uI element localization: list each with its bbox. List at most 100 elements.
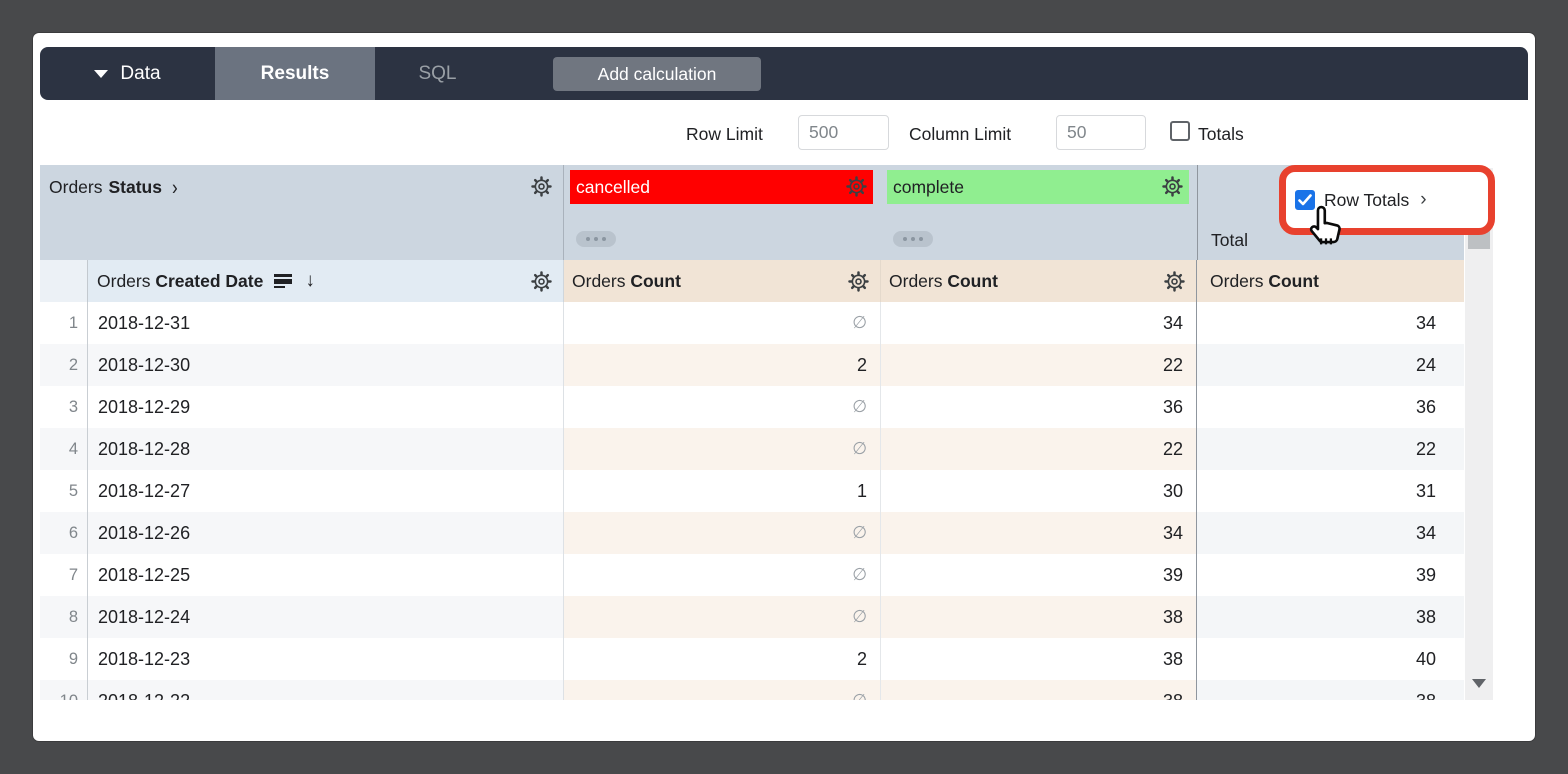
tab-results-label: Results bbox=[260, 62, 330, 84]
row-total-cell[interactable]: 40 bbox=[1415, 648, 1436, 669]
cancelled-count-cell[interactable]: ∅ bbox=[564, 596, 881, 638]
row-limit-input[interactable] bbox=[798, 115, 889, 150]
subtotal-bars-icon[interactable] bbox=[274, 274, 293, 288]
pivot-column-complete: complete bbox=[881, 165, 1197, 260]
created-date-cell[interactable]: 2018-12-25 bbox=[88, 554, 564, 596]
null-value-symbol: ∅ bbox=[852, 523, 867, 542]
row-number: 3 bbox=[40, 386, 88, 428]
row-total-cell[interactable]: 22 bbox=[1197, 428, 1464, 470]
cancelled-count-cell[interactable]: ∅ bbox=[564, 302, 881, 344]
column-limit-input[interactable] bbox=[1056, 115, 1146, 150]
created-date-cell[interactable]: 2018-12-29 bbox=[88, 386, 564, 428]
created-date-cell[interactable]: 2018-12-26 bbox=[88, 512, 564, 554]
row-total-cell[interactable]: 39 bbox=[1415, 564, 1436, 585]
row-number: 9 bbox=[40, 638, 88, 680]
row-number: 8 bbox=[40, 596, 88, 638]
column-limit-label: Column Limit bbox=[909, 124, 1012, 144]
orders-count-header-complete[interactable]: Orders Count bbox=[881, 260, 1197, 302]
tab-results[interactable]: Results bbox=[215, 47, 375, 100]
cancelled-count-cell[interactable]: ∅ bbox=[564, 386, 881, 428]
sort-descending-arrow-icon[interactable]: ↓ bbox=[305, 270, 315, 291]
created-date-header[interactable]: Orders Created Date ↓ bbox=[88, 260, 564, 302]
null-value-symbol: ∅ bbox=[852, 397, 867, 416]
created-date-cell[interactable]: 2018-12-22 bbox=[88, 680, 564, 700]
cancelled-count-cell[interactable]: ∅ bbox=[564, 512, 881, 554]
chevron-right-icon[interactable]: › bbox=[171, 175, 178, 199]
row-number: 7 bbox=[40, 554, 88, 596]
cancelled-count-cell[interactable]: 2 bbox=[564, 638, 881, 680]
table-row: 6 2018-12-26 ∅ 34 34 bbox=[40, 512, 1464, 554]
row-totals-highlight-annotation: Row Totals › bbox=[1279, 165, 1495, 235]
complete-count-cell[interactable]: 22 bbox=[881, 428, 1197, 470]
gear-icon[interactable] bbox=[530, 270, 553, 293]
created-date-cell[interactable]: 2018-12-31 bbox=[88, 302, 564, 344]
pivot-more-options-ellipsis[interactable] bbox=[893, 231, 933, 247]
gear-icon[interactable] bbox=[530, 175, 553, 198]
pivot-value-cancelled-label: cancelled bbox=[576, 176, 650, 197]
row-total-cell[interactable]: 36 bbox=[1415, 396, 1436, 417]
pivot-field-header[interactable]: Orders Status › bbox=[40, 165, 564, 260]
complete-count-cell[interactable]: 38 bbox=[881, 638, 1197, 680]
gear-icon[interactable] bbox=[847, 270, 870, 293]
row-total-cell[interactable]: 38 bbox=[1197, 680, 1464, 700]
measure-name: Count bbox=[1268, 270, 1319, 291]
chevron-right-icon[interactable]: › bbox=[1420, 189, 1427, 210]
row-total-cell[interactable]: 31 bbox=[1415, 480, 1436, 501]
row-total-cell[interactable]: 24 bbox=[1197, 344, 1464, 386]
gear-icon[interactable] bbox=[845, 175, 868, 198]
row-total-cell[interactable]: 34 bbox=[1197, 512, 1464, 554]
row-totals-label[interactable]: Row Totals bbox=[1324, 189, 1410, 210]
row-totals-checkbox[interactable] bbox=[1295, 190, 1315, 210]
scroll-down-arrow-icon[interactable] bbox=[1472, 679, 1486, 688]
created-date-cell[interactable]: 2018-12-28 bbox=[88, 428, 564, 470]
pivot-value-complete[interactable]: complete bbox=[887, 170, 1189, 204]
cancelled-count-cell[interactable]: ∅ bbox=[564, 428, 881, 470]
complete-count-cell[interactable]: 34 bbox=[881, 302, 1197, 344]
created-date-cell[interactable]: 2018-12-23 bbox=[88, 638, 564, 680]
complete-count-cell[interactable]: 22 bbox=[881, 344, 1197, 386]
row-field-prefix: Orders bbox=[97, 270, 151, 291]
cancelled-count-cell[interactable]: 2 bbox=[564, 344, 881, 386]
complete-count-cell[interactable]: 38 bbox=[881, 680, 1197, 700]
vertical-scrollbar[interactable] bbox=[1465, 168, 1493, 700]
results-panel: Data Results SQL Add calculation Row Lim… bbox=[33, 33, 1535, 741]
cancelled-count-cell[interactable]: 1 bbox=[564, 470, 881, 512]
row-number: 10 bbox=[40, 680, 88, 700]
total-label: Total bbox=[1211, 230, 1248, 250]
row-total-cell[interactable]: 38 bbox=[1197, 596, 1464, 638]
field-header-band: Orders Created Date ↓ Orders Count Order… bbox=[40, 260, 1464, 302]
row-total-cell[interactable]: 34 bbox=[1415, 312, 1436, 333]
created-date-cell[interactable]: 2018-12-24 bbox=[88, 596, 564, 638]
add-calculation-label: Add calculation bbox=[597, 63, 717, 84]
created-date-cell[interactable]: 2018-12-30 bbox=[88, 344, 564, 386]
pivot-value-cancelled[interactable]: cancelled bbox=[570, 170, 873, 204]
measure-prefix: Orders bbox=[889, 270, 943, 291]
measure-name: Count bbox=[947, 270, 998, 291]
pointing-hand-cursor-icon bbox=[1309, 205, 1341, 245]
complete-count-cell[interactable]: 30 bbox=[881, 470, 1197, 512]
table-row: 1 2018-12-31 ∅ 34 34 bbox=[40, 302, 1464, 344]
pivot-value-complete-label: complete bbox=[893, 176, 965, 197]
tab-sql[interactable]: SQL bbox=[375, 47, 500, 100]
row-number: 1 bbox=[40, 302, 88, 344]
orders-count-header-cancelled[interactable]: Orders Count bbox=[564, 260, 881, 302]
gear-icon[interactable] bbox=[1163, 270, 1186, 293]
complete-count-cell[interactable]: 39 bbox=[881, 554, 1197, 596]
complete-count-cell[interactable]: 34 bbox=[881, 512, 1197, 554]
pivot-field-name: Status bbox=[108, 177, 162, 197]
orders-count-header-total[interactable]: Orders Count bbox=[1197, 260, 1464, 302]
complete-count-cell[interactable]: 38 bbox=[881, 596, 1197, 638]
cancelled-count-cell[interactable]: ∅ bbox=[564, 554, 881, 596]
created-date-cell[interactable]: 2018-12-27 bbox=[88, 470, 564, 512]
complete-count-cell[interactable]: 36 bbox=[881, 386, 1197, 428]
null-value-symbol: ∅ bbox=[852, 565, 867, 584]
totals-label[interactable]: Totals bbox=[1198, 124, 1244, 144]
pivot-more-options-ellipsis[interactable] bbox=[576, 231, 616, 247]
totals-checkbox[interactable] bbox=[1170, 121, 1190, 141]
table-row: 7 2018-12-25 ∅ 39 39 bbox=[40, 554, 1464, 596]
cancelled-count-cell[interactable]: ∅ bbox=[564, 680, 881, 700]
tab-data[interactable]: Data bbox=[40, 47, 215, 100]
gear-icon[interactable] bbox=[1161, 175, 1184, 198]
add-calculation-button[interactable]: Add calculation bbox=[553, 57, 761, 91]
row-number: 2 bbox=[40, 344, 88, 386]
